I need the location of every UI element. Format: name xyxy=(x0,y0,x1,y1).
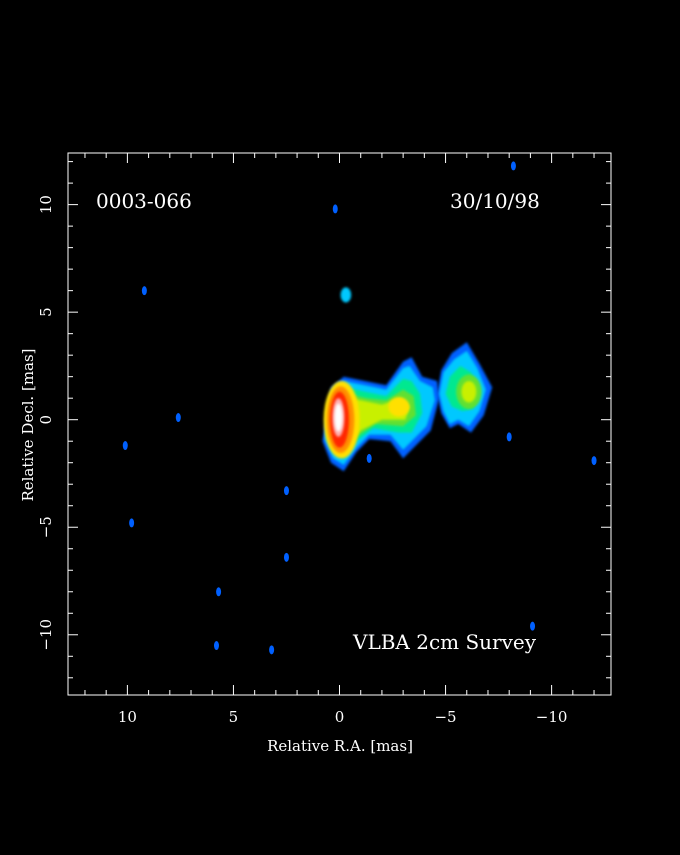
observation-date: 30/10/98 xyxy=(450,189,540,213)
noise-spot xyxy=(216,587,222,597)
y-tick-label: 10 xyxy=(37,195,55,214)
noise-spot xyxy=(129,518,135,528)
noise-layer xyxy=(122,161,597,655)
noise-spot xyxy=(122,441,128,451)
northern-spot xyxy=(340,287,352,303)
outer-knot-contour-level-5 xyxy=(461,380,477,403)
noise-spot xyxy=(213,641,219,651)
x-axis-label: Relative R.A. [mas] xyxy=(267,737,413,755)
noise-spot xyxy=(269,645,275,655)
core-peak xyxy=(334,403,343,432)
noise-spot xyxy=(366,453,372,463)
x-tick-label: 0 xyxy=(335,708,345,726)
y-tick-label: −5 xyxy=(37,516,55,538)
x-tick-label: 10 xyxy=(118,708,137,726)
noise-spot xyxy=(141,286,147,296)
noise-spot xyxy=(332,204,338,214)
ticks-layer: 10 5 0 −5 −10 10 5 0 −5 −10 xyxy=(37,153,611,726)
x-tick-label: −10 xyxy=(536,708,568,726)
noise-spot xyxy=(510,161,516,171)
noise-spot xyxy=(283,486,289,496)
jet-knot-peak xyxy=(388,397,410,417)
noise-spot xyxy=(175,413,181,423)
noise-spot xyxy=(506,432,512,442)
noise-spot xyxy=(591,456,597,466)
survey-label: VLBA 2cm Survey xyxy=(352,630,537,654)
noise-spot xyxy=(283,552,289,562)
y-tick-label: 5 xyxy=(37,307,55,317)
y-axis-label: Relative Decl. [mas] xyxy=(19,348,37,501)
noise-spot xyxy=(530,621,536,631)
x-tick-label: −5 xyxy=(434,708,456,726)
x-tick-label: 5 xyxy=(229,708,239,726)
y-tick-label: −10 xyxy=(37,619,55,651)
source-name: 0003-066 xyxy=(96,189,192,213)
y-tick-label: 0 xyxy=(37,415,55,425)
emission-layer xyxy=(322,287,493,472)
